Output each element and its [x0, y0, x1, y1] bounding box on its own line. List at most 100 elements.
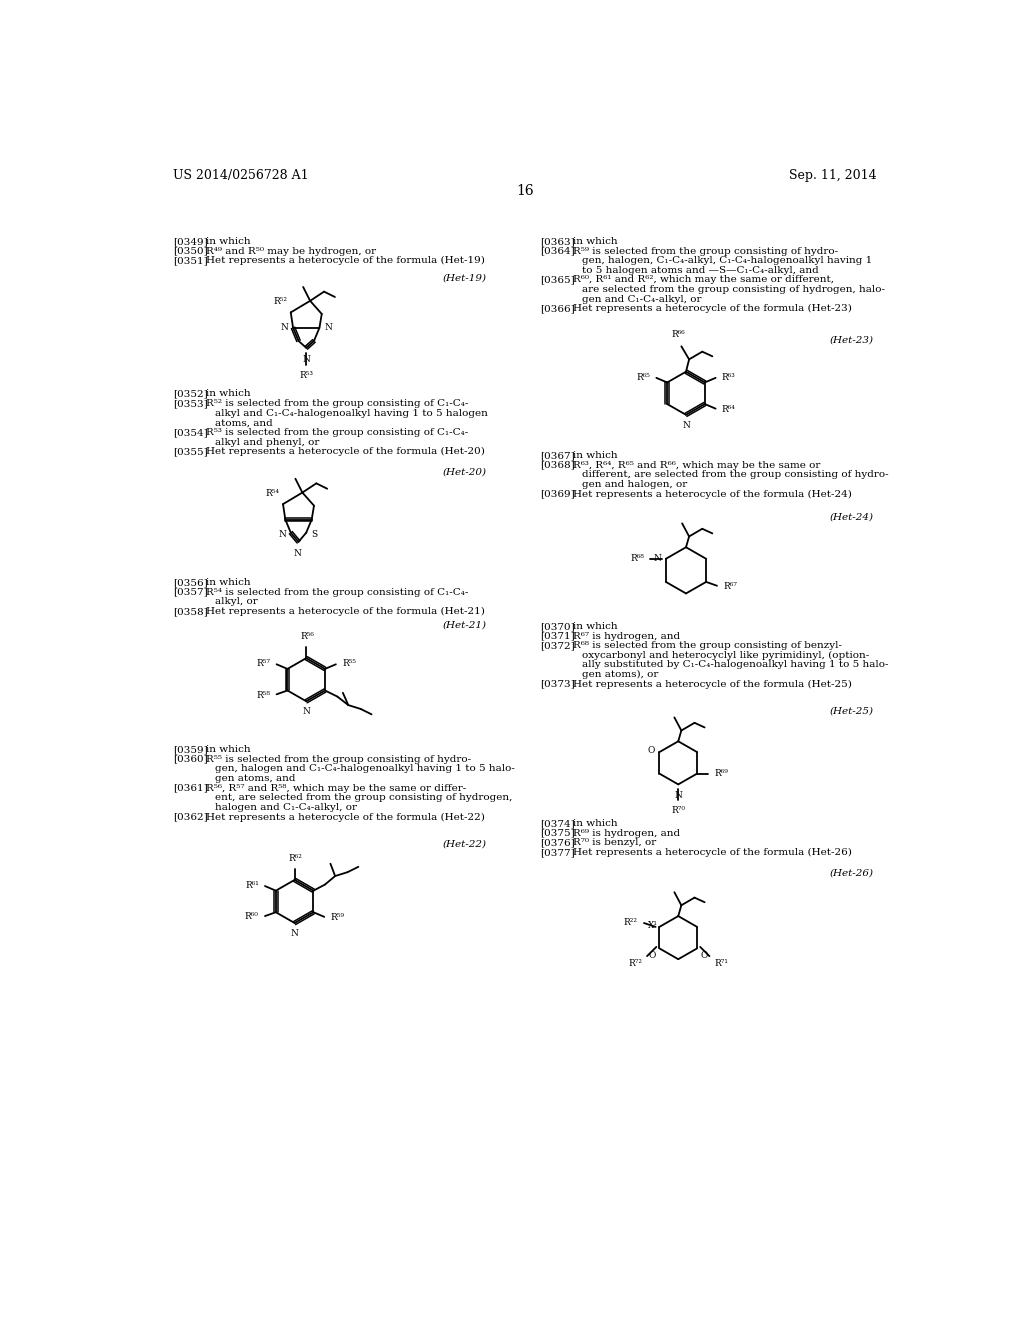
Text: [0351]: [0351] [173, 256, 208, 265]
Text: R⁵⁷: R⁵⁷ [256, 659, 270, 668]
Text: [0370]: [0370] [541, 622, 575, 631]
Text: N: N [291, 929, 299, 939]
Text: alkyl and C₁-C₄-halogenoalkyl having 1 to 5 halogen: alkyl and C₁-C₄-halogenoalkyl having 1 t… [215, 409, 487, 417]
Text: [0361]: [0361] [173, 784, 208, 792]
Text: N: N [294, 549, 302, 558]
Text: [0353]: [0353] [173, 399, 208, 408]
Text: N: N [279, 531, 286, 540]
Text: 16: 16 [516, 183, 534, 198]
Text: [0359]: [0359] [173, 744, 208, 754]
Text: are selected from the group consisting of hydrogen, halo-: are selected from the group consisting o… [583, 285, 885, 294]
Text: R⁷²: R⁷² [629, 960, 642, 968]
Text: [0366]: [0366] [541, 305, 575, 313]
Text: [0374]: [0374] [541, 818, 575, 828]
Text: N: N [682, 421, 690, 430]
Text: gen atoms, and: gen atoms, and [215, 774, 295, 783]
Text: Het represents a heterocycle of the formula (Het-25): Het represents a heterocycle of the form… [572, 680, 852, 689]
Text: R⁶⁹ is hydrogen, and: R⁶⁹ is hydrogen, and [572, 829, 680, 838]
Text: (Het-19): (Het-19) [442, 275, 486, 282]
Text: O: O [700, 952, 708, 961]
Text: R⁵⁵ is selected from the group consisting of hydro-: R⁵⁵ is selected from the group consistin… [206, 755, 471, 764]
Text: R⁵⁴: R⁵⁴ [266, 488, 280, 498]
Text: R⁴⁹ and R⁵⁰ may be hydrogen, or: R⁴⁹ and R⁵⁰ may be hydrogen, or [206, 247, 376, 256]
Text: gen, halogen, C₁-C₄-alkyl, C₁-C₄-halogenoalkyl having 1: gen, halogen, C₁-C₄-alkyl, C₁-C₄-halogen… [583, 256, 872, 265]
Text: R⁵⁵: R⁵⁵ [342, 659, 356, 668]
Text: R⁵³: R⁵³ [299, 371, 313, 380]
Text: [0362]: [0362] [173, 813, 208, 821]
Text: R⁶⁷ is hydrogen, and: R⁶⁷ is hydrogen, and [572, 631, 680, 640]
Text: R⁶⁸: R⁶⁸ [631, 554, 644, 564]
Text: oxycarbonyl and heterocyclyl like pyrimidinyl, (option-: oxycarbonyl and heterocyclyl like pyrimi… [583, 651, 869, 660]
Text: [0376]: [0376] [541, 838, 575, 847]
Text: (Het-22): (Het-22) [442, 840, 486, 847]
Text: [0369]: [0369] [541, 490, 575, 499]
Text: R⁷¹: R⁷¹ [714, 960, 728, 968]
Text: in which: in which [572, 451, 617, 459]
Text: O: O [647, 746, 654, 755]
Text: (Het-24): (Het-24) [829, 512, 873, 521]
Text: [0377]: [0377] [541, 847, 575, 857]
Text: gen atoms), or: gen atoms), or [583, 671, 658, 680]
Text: halogen and C₁-C₄-alkyl, or: halogen and C₁-C₄-alkyl, or [215, 803, 356, 812]
Text: alkyl and phenyl, or: alkyl and phenyl, or [215, 437, 319, 446]
Text: R⁶³: R⁶³ [722, 372, 735, 381]
Text: N: N [281, 323, 289, 333]
Text: [0373]: [0373] [541, 680, 575, 689]
Text: R⁶⁴: R⁶⁴ [722, 405, 735, 414]
Text: [0350]: [0350] [173, 247, 208, 256]
Text: R⁶²: R⁶² [289, 854, 302, 863]
Text: in which: in which [572, 818, 617, 828]
Text: Het represents a heterocycle of the formula (Het-20): Het represents a heterocycle of the form… [206, 447, 484, 457]
Text: in which: in which [572, 238, 617, 246]
Text: Het represents a heterocycle of the formula (Het-23): Het represents a heterocycle of the form… [572, 305, 852, 313]
Text: R⁵⁴ is selected from the group consisting of C₁-C₄-: R⁵⁴ is selected from the group consistin… [206, 587, 468, 597]
Text: in which: in which [206, 744, 250, 754]
Text: R⁵⁶, R⁵⁷ and R⁵⁸, which may be the same or differ-: R⁵⁶, R⁵⁷ and R⁵⁸, which may be the same … [206, 784, 466, 792]
Text: [0360]: [0360] [173, 755, 208, 764]
Text: in which: in which [206, 389, 250, 399]
Text: [0375]: [0375] [541, 829, 575, 838]
Text: [0365]: [0365] [541, 276, 575, 284]
Text: ent, are selected from the group consisting of hydrogen,: ent, are selected from the group consist… [215, 793, 512, 803]
Text: [0368]: [0368] [541, 461, 575, 470]
Text: [0357]: [0357] [173, 587, 208, 597]
Text: R⁶⁰, R⁶¹ and R⁶², which may the same or different,: R⁶⁰, R⁶¹ and R⁶², which may the same or … [572, 276, 834, 284]
Text: R⁶⁰: R⁶⁰ [245, 912, 259, 921]
Text: (Het-23): (Het-23) [829, 335, 873, 345]
Text: R⁵² is selected from the group consisting of C₁-C₄-: R⁵² is selected from the group consistin… [206, 399, 468, 408]
Text: R⁵⁸: R⁵⁸ [256, 690, 270, 700]
Text: [0371]: [0371] [541, 631, 575, 640]
Text: N: N [302, 355, 310, 364]
Text: (Het-21): (Het-21) [442, 620, 486, 630]
Text: R²²: R²² [624, 917, 638, 927]
Text: to 5 halogen atoms and —S—C₁-C₄-alkyl, and: to 5 halogen atoms and —S—C₁-C₄-alkyl, a… [583, 265, 819, 275]
Text: [0367]: [0367] [541, 451, 575, 459]
Text: [0356]: [0356] [173, 578, 208, 587]
Text: US 2014/0256728 A1: US 2014/0256728 A1 [173, 169, 308, 182]
Text: R⁶⁶: R⁶⁶ [672, 330, 685, 339]
Text: in which: in which [206, 238, 250, 246]
Text: Het represents a heterocycle of the formula (Het-21): Het represents a heterocycle of the form… [206, 607, 484, 616]
Text: R⁶¹: R⁶¹ [245, 880, 259, 890]
Text: [0355]: [0355] [173, 447, 208, 457]
Text: R⁷⁰ is benzyl, or: R⁷⁰ is benzyl, or [572, 838, 656, 847]
Text: gen, halogen and C₁-C₄-halogenoalkyl having 1 to 5 halo-: gen, halogen and C₁-C₄-halogenoalkyl hav… [215, 764, 515, 774]
Text: R⁶³, R⁶⁴, R⁶⁵ and R⁶⁶, which may be the same or: R⁶³, R⁶⁴, R⁶⁵ and R⁶⁶, which may be the … [572, 461, 820, 470]
Text: [0358]: [0358] [173, 607, 208, 616]
Text: O: O [649, 952, 656, 961]
Text: gen and C₁-C₄-alkyl, or: gen and C₁-C₄-alkyl, or [583, 294, 701, 304]
Text: in which: in which [572, 622, 617, 631]
Text: [0372]: [0372] [541, 642, 575, 651]
Text: [0363]: [0363] [541, 238, 575, 246]
Text: in which: in which [206, 578, 250, 587]
Text: R⁶⁵: R⁶⁵ [636, 372, 650, 381]
Text: R⁵⁹: R⁵⁹ [331, 913, 344, 923]
Text: Het represents a heterocycle of the formula (Het-22): Het represents a heterocycle of the form… [206, 813, 484, 821]
Text: N: N [653, 554, 662, 564]
Text: Het represents a heterocycle of the formula (Het-24): Het represents a heterocycle of the form… [572, 490, 852, 499]
Text: R⁵⁹ is selected from the group consisting of hydro-: R⁵⁹ is selected from the group consistin… [572, 247, 838, 256]
Text: Het represents a heterocycle of the formula (Het-26): Het represents a heterocycle of the form… [572, 847, 852, 857]
Text: X¹: X¹ [648, 921, 657, 929]
Text: R⁵⁶: R⁵⁶ [300, 632, 314, 642]
Text: [0354]: [0354] [173, 428, 208, 437]
